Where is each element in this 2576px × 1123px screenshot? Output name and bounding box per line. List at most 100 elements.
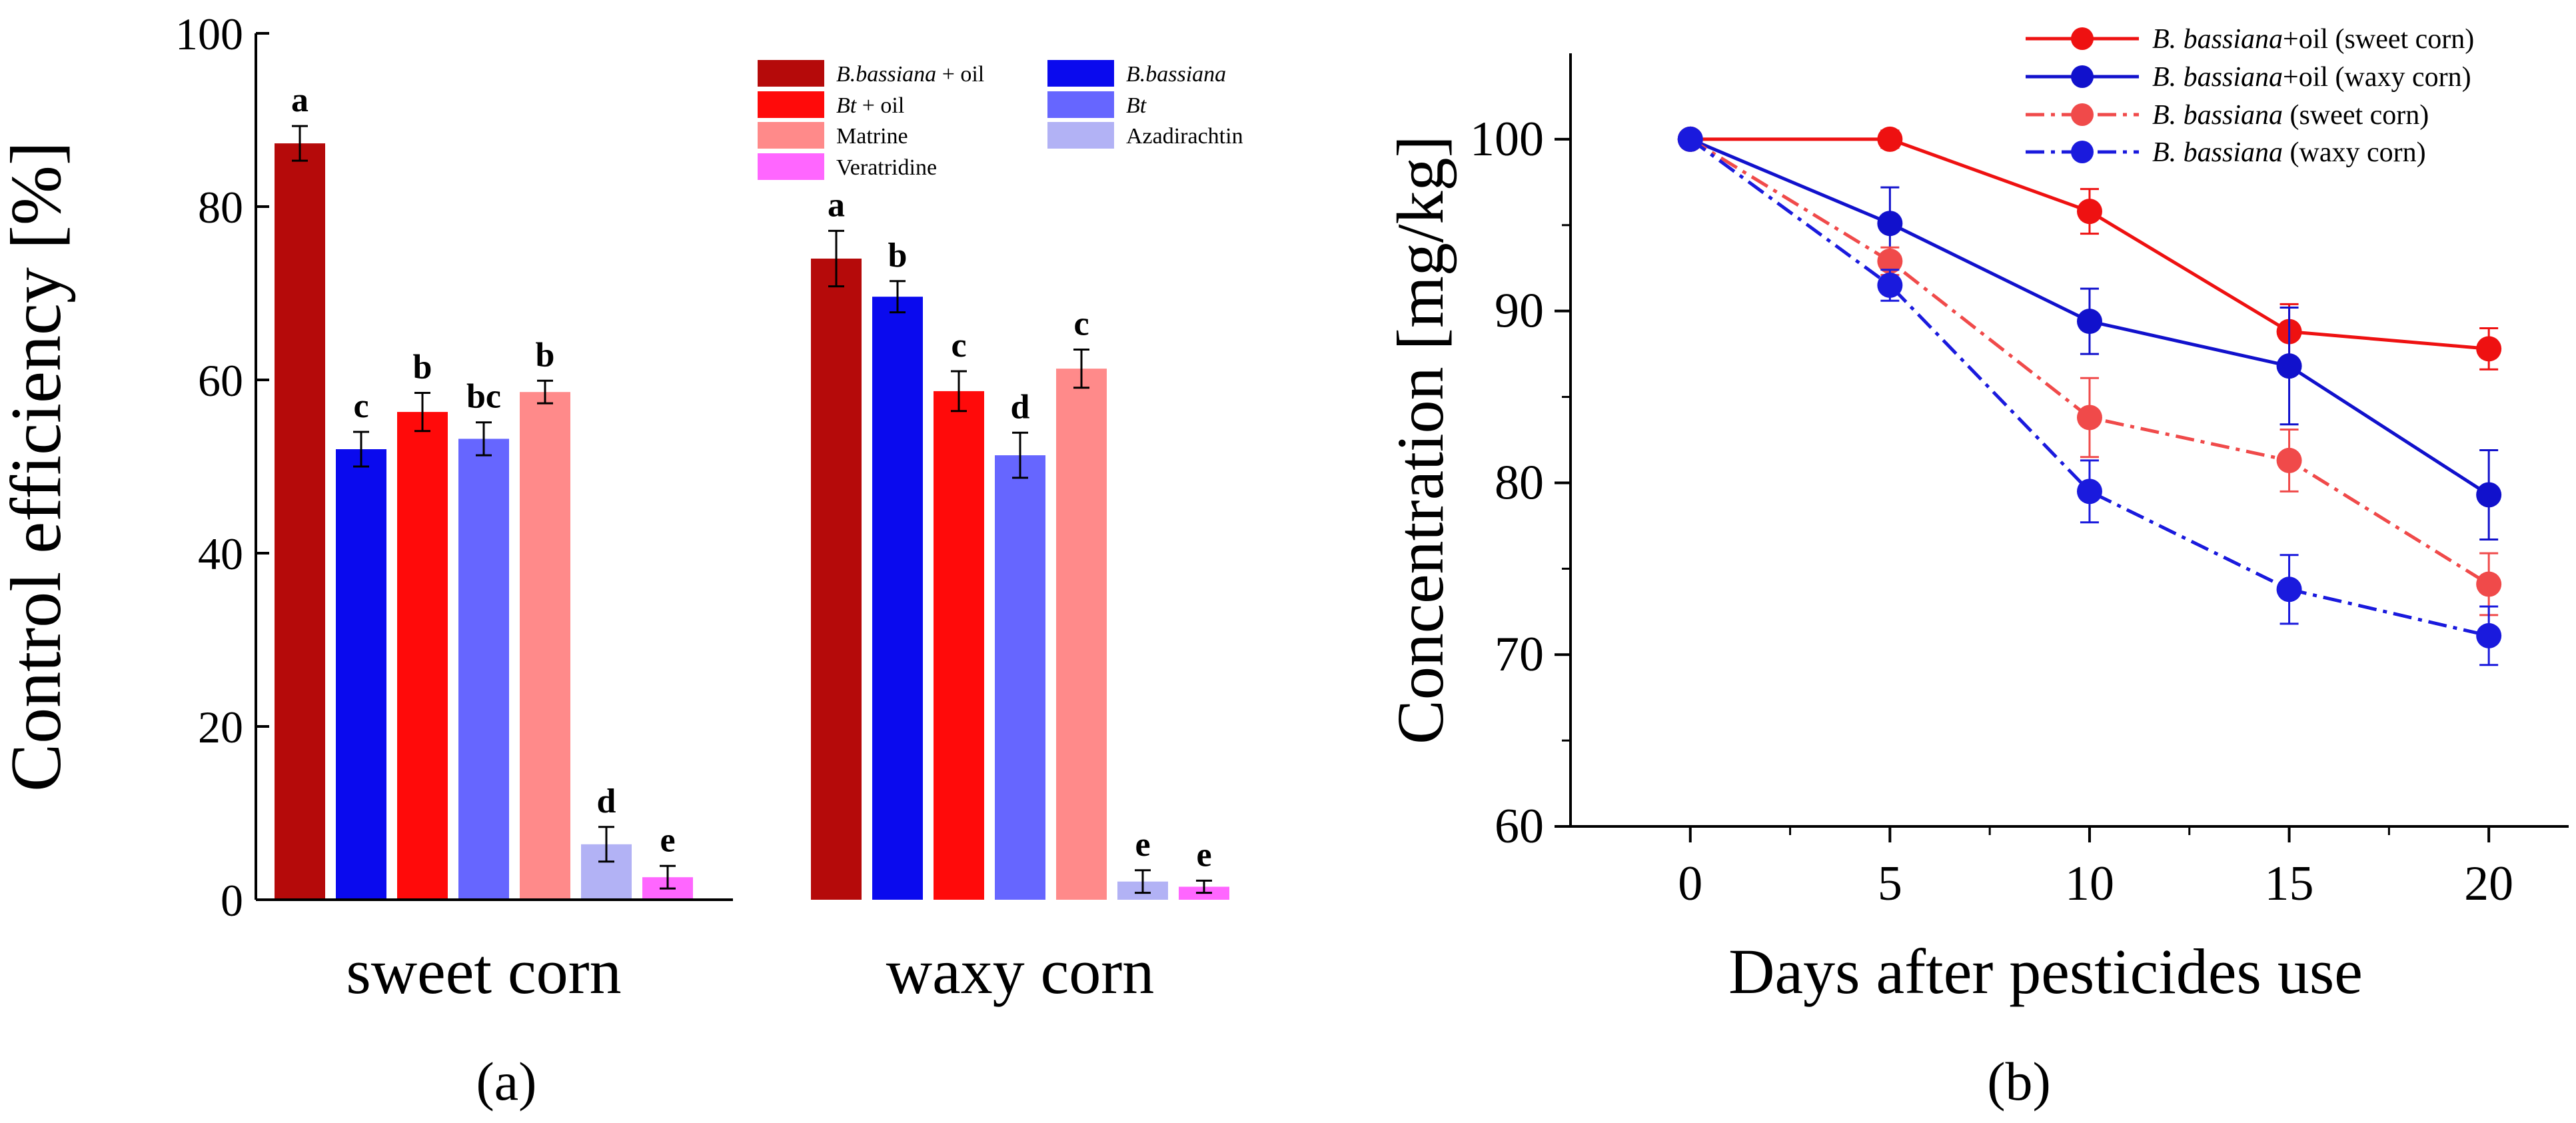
category-label: waxy corn (886, 936, 1155, 1007)
bar-1-0 (811, 259, 862, 900)
legend-entry-text: Matrine (836, 124, 908, 149)
data-point (1877, 211, 1903, 237)
significance-letter: c (1073, 305, 1089, 343)
data-point (2276, 447, 2302, 473)
bar-0-1 (336, 449, 386, 900)
data-point (2476, 571, 2502, 597)
legend-entry-italic: B.bassiana (836, 62, 936, 87)
legend-marker (2071, 65, 2094, 88)
error-bar (353, 431, 369, 468)
error-bar (598, 826, 614, 863)
panel-b-label: (b) (1987, 1051, 2051, 1112)
legend-entry-italic: B. bassiana (2152, 100, 2283, 131)
error-bar (414, 392, 430, 433)
error-bar (1012, 431, 1028, 479)
error-bar (1135, 869, 1151, 894)
legend-entry-text: Veratridine (836, 155, 937, 180)
legend-entry-italic: B.bassiana (1126, 62, 1226, 87)
bar-0-0 (275, 143, 325, 900)
legend-marker (2071, 27, 2094, 50)
legend-entry-text: + oil (936, 62, 984, 87)
significance-letter: b (888, 237, 908, 275)
significance-letter: e (1135, 826, 1150, 864)
legend-entry-text: +oil (waxy corn) (2283, 62, 2471, 93)
panel-b-y-tick-label: 90 (1495, 284, 1544, 339)
category-label: sweet corn (346, 936, 621, 1007)
significance-letter: c (353, 387, 368, 425)
data-point (2076, 479, 2102, 505)
legend-entry: B. bassiana+oil (waxy corn) (2152, 62, 2471, 93)
legend-entry-italic: Bt (836, 93, 858, 118)
legend-entry-italic: B. bassiana (2152, 24, 2283, 55)
panel-b-line-chart: 60 70 80 90 100 0 5 10 15 20 Concentration [mg/k… (1383, 24, 2569, 1112)
panel-b-x-tick-label: 5 (1878, 856, 1902, 911)
error-bar (890, 280, 906, 314)
legend-swatch (1047, 60, 1114, 87)
data-point (1877, 248, 1903, 274)
panel-a-y-tick-label: 60 (198, 355, 243, 406)
panel-b-x-tick-label: 10 (2065, 856, 2114, 911)
error-bar (476, 421, 492, 457)
legend-entry: B. bassiana+oil (sweet corn) (2152, 24, 2474, 55)
panel-b-x-tick-label: 20 (2464, 856, 2513, 911)
legend-swatch (758, 60, 824, 87)
legend-entry: Veratridine (836, 155, 937, 180)
panel-b-x-axis-title: Days after pesticides use (1728, 936, 2363, 1007)
data-point (2276, 576, 2302, 602)
legend-marker (2071, 141, 2094, 163)
data-point (1877, 273, 1903, 298)
legend-marker (2071, 103, 2094, 126)
panel-b-y-axis-title: Concentration [mg/kg] (1383, 135, 1457, 744)
legend-entry-text: +oil (sweet corn) (2283, 24, 2474, 55)
error-bar (292, 125, 308, 162)
legend-entry: Azadirachtin (1126, 124, 1243, 149)
legend-entry-text: (sweet corn) (2283, 100, 2429, 131)
significance-letter: d (597, 782, 616, 820)
legend-entry: B. bassiana (sweet corn) (2152, 100, 2429, 131)
bar-1-4 (1056, 369, 1107, 900)
significance-letter: bc (466, 378, 501, 416)
bar-0-2 (397, 412, 448, 900)
legend-entry: B. bassiana (waxy corn) (2152, 137, 2426, 168)
data-point (2276, 353, 2302, 379)
legend-entry: B.bassiana (1126, 62, 1226, 87)
error-bar (1196, 879, 1212, 894)
panel-a-y-tick-label: 20 (198, 702, 243, 752)
bar-1-3 (995, 455, 1045, 900)
data-point (1677, 126, 1703, 152)
significance-letter: a (828, 186, 845, 224)
legend-entry: Matrine (836, 124, 908, 149)
panel-b-x-tick-label: 15 (2265, 856, 2314, 911)
significance-letter: d (1011, 388, 1030, 426)
bar-1-1 (872, 297, 923, 900)
data-point (2476, 622, 2502, 648)
legend-entry-italic: B. bassiana (2152, 137, 2283, 168)
significance-letter: a (291, 81, 309, 119)
bar-1-2 (934, 391, 984, 900)
legend-swatch (1047, 122, 1114, 149)
panel-a-y-tick-label: 100 (175, 9, 243, 59)
legend-entry-text: + oil (856, 93, 904, 118)
panel-b-y-tick-label: 70 (1495, 627, 1544, 682)
legend-entry-italic: Bt (1126, 93, 1147, 118)
panel-a-y-tick-label: 80 (198, 182, 243, 233)
error-bar (537, 379, 553, 405)
error-bar (1073, 349, 1089, 389)
panel-a-label: (a) (476, 1051, 536, 1112)
legend-entry: B.bassiana + oil (836, 62, 984, 87)
legend-swatch (1047, 91, 1114, 118)
panel-b-y-tick-label: 100 (1470, 112, 1544, 167)
error-bar (951, 370, 967, 413)
legend-entry-text: (waxy corn) (2283, 137, 2426, 168)
panel-b-y-tick-label: 80 (1495, 455, 1544, 510)
legend-entry: Bt (1126, 93, 1147, 118)
significance-letter: b (536, 336, 555, 374)
data-point (2476, 336, 2502, 362)
significance-letter: e (660, 821, 675, 859)
series-line-2 (1689, 137, 2490, 586)
panel-a-y-tick-label: 40 (198, 529, 243, 579)
legend-entry-italic: B. bassiana (2152, 62, 2283, 93)
error-bar (660, 864, 676, 890)
legend-swatch (758, 153, 824, 180)
